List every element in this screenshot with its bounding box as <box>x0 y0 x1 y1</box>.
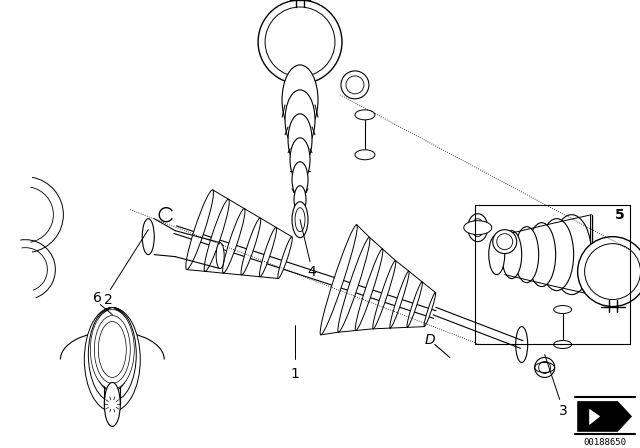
Ellipse shape <box>90 310 134 389</box>
Circle shape <box>493 230 516 254</box>
Circle shape <box>584 244 640 300</box>
Ellipse shape <box>540 219 573 291</box>
Circle shape <box>258 0 342 84</box>
Polygon shape <box>578 401 632 431</box>
Ellipse shape <box>407 282 422 327</box>
Ellipse shape <box>92 308 132 392</box>
Ellipse shape <box>338 237 370 332</box>
Ellipse shape <box>464 221 492 235</box>
Ellipse shape <box>94 315 131 383</box>
Ellipse shape <box>516 327 528 362</box>
Ellipse shape <box>320 225 357 335</box>
Polygon shape <box>589 409 600 424</box>
Ellipse shape <box>554 340 572 349</box>
Ellipse shape <box>355 150 375 160</box>
Ellipse shape <box>142 219 154 254</box>
Circle shape <box>265 7 335 77</box>
Ellipse shape <box>554 306 572 314</box>
Circle shape <box>578 237 640 306</box>
Ellipse shape <box>355 110 375 120</box>
Ellipse shape <box>104 383 120 426</box>
Ellipse shape <box>102 308 122 362</box>
Ellipse shape <box>295 208 305 232</box>
Ellipse shape <box>99 322 126 378</box>
Ellipse shape <box>278 237 292 279</box>
Text: D: D <box>424 332 435 346</box>
Ellipse shape <box>241 218 260 275</box>
Circle shape <box>539 362 550 374</box>
Ellipse shape <box>97 308 128 381</box>
Ellipse shape <box>223 209 245 273</box>
Ellipse shape <box>294 186 306 214</box>
Ellipse shape <box>204 199 229 271</box>
Text: 4: 4 <box>308 265 316 279</box>
Text: 00188650: 00188650 <box>583 438 626 447</box>
Ellipse shape <box>424 293 436 327</box>
Ellipse shape <box>290 138 310 182</box>
Ellipse shape <box>372 260 396 329</box>
Ellipse shape <box>259 227 276 277</box>
Ellipse shape <box>88 308 136 401</box>
Circle shape <box>346 76 364 94</box>
Ellipse shape <box>515 227 539 283</box>
Circle shape <box>341 71 369 99</box>
Ellipse shape <box>292 202 308 237</box>
Ellipse shape <box>288 114 312 166</box>
Text: 5: 5 <box>614 208 625 222</box>
Ellipse shape <box>468 214 488 241</box>
Ellipse shape <box>528 223 556 287</box>
Ellipse shape <box>292 162 308 198</box>
Text: 6: 6 <box>93 291 102 305</box>
Ellipse shape <box>99 308 125 371</box>
Ellipse shape <box>489 235 505 275</box>
Ellipse shape <box>84 308 140 411</box>
Text: 1: 1 <box>291 367 300 381</box>
Circle shape <box>534 358 555 378</box>
Text: 3: 3 <box>559 405 568 418</box>
Text: 2: 2 <box>104 293 113 306</box>
Ellipse shape <box>552 215 591 295</box>
Ellipse shape <box>502 231 522 279</box>
Ellipse shape <box>285 90 315 150</box>
Ellipse shape <box>355 249 383 331</box>
Ellipse shape <box>186 190 214 270</box>
Ellipse shape <box>216 243 224 269</box>
Ellipse shape <box>282 65 318 135</box>
Ellipse shape <box>390 271 409 328</box>
